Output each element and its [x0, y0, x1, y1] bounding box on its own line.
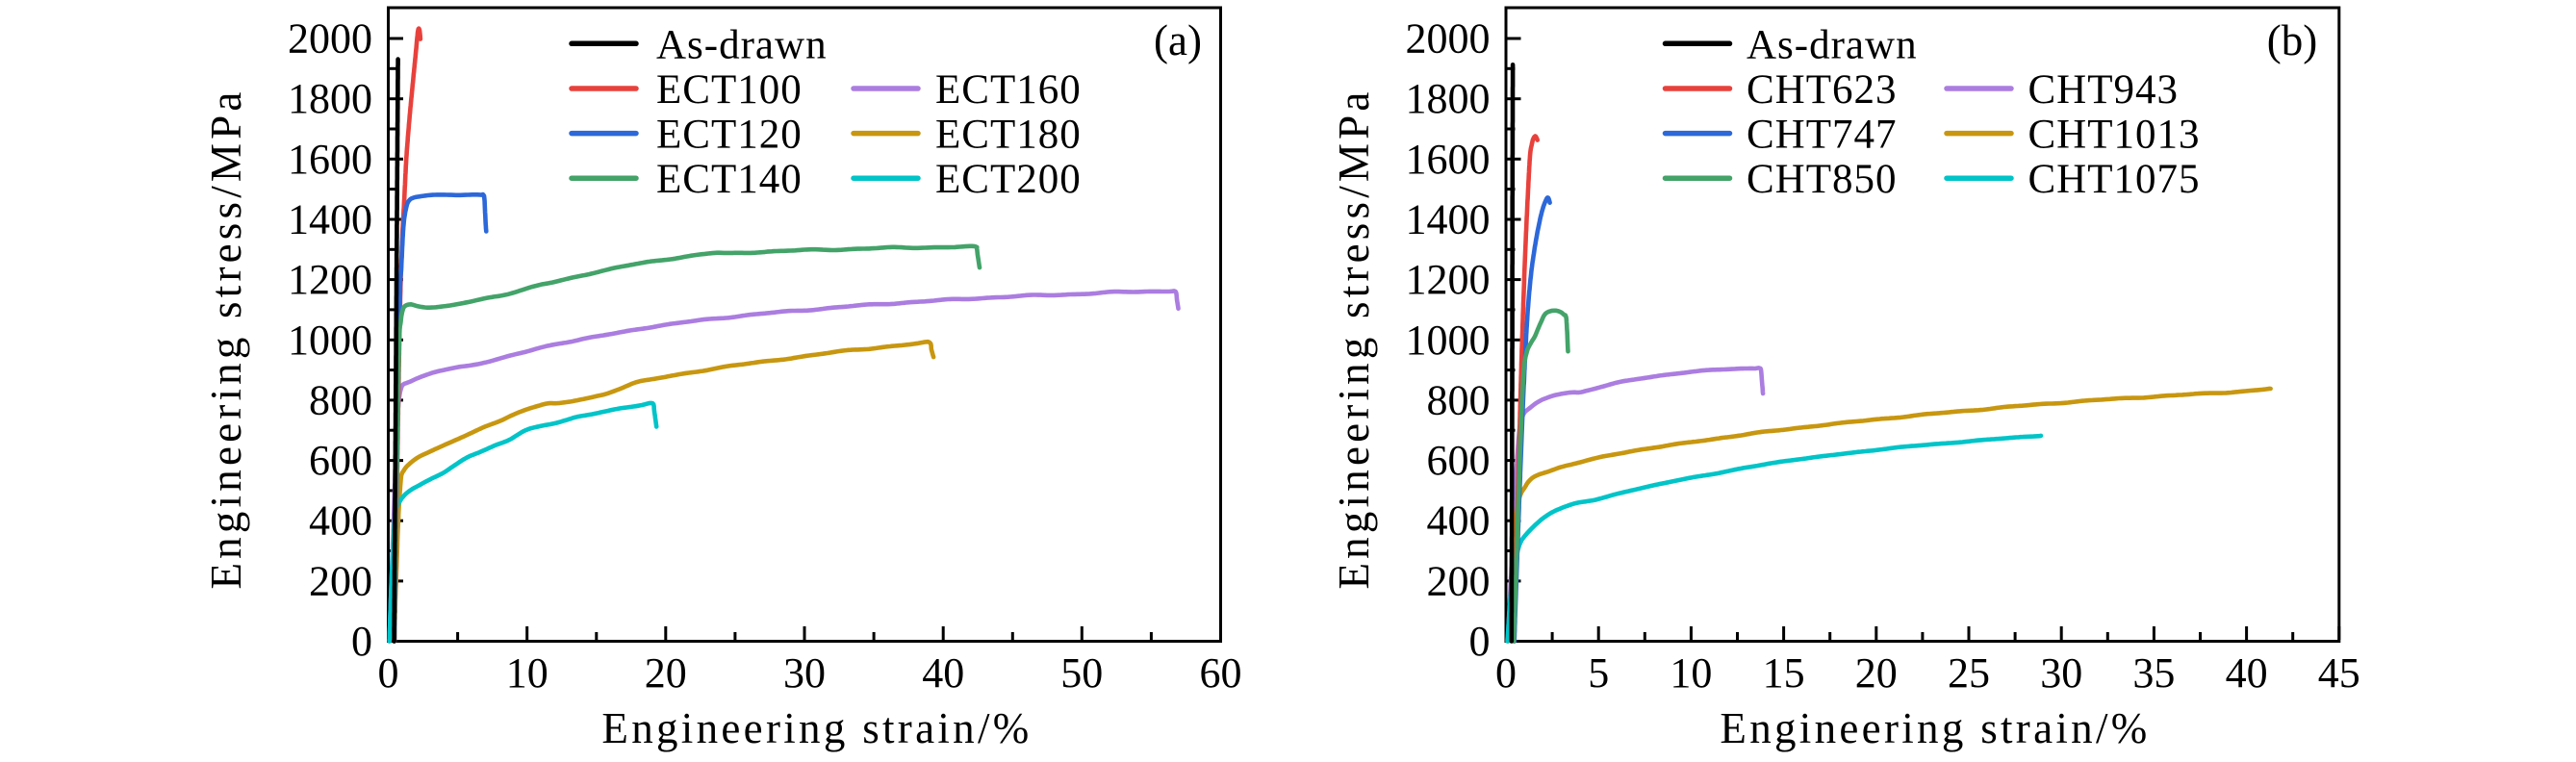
- svg-text:10: 10: [1670, 649, 1712, 697]
- svg-text:25: 25: [1948, 649, 1990, 697]
- svg-text:As-drawn: As-drawn: [656, 22, 828, 67]
- svg-text:30: 30: [783, 649, 826, 697]
- svg-text:ECT200: ECT200: [935, 157, 1082, 202]
- svg-text:CHT1075: CHT1075: [2028, 157, 2201, 202]
- svg-text:Engineering stress/MPa: Engineering stress/MPa: [202, 88, 250, 589]
- svg-text:15: 15: [1763, 649, 1805, 697]
- svg-text:1600: 1600: [288, 136, 372, 183]
- svg-text:400: 400: [1427, 497, 1491, 545]
- svg-text:Engineering strain/%: Engineering strain/%: [1720, 704, 2150, 752]
- svg-text:2000: 2000: [1406, 15, 1491, 63]
- svg-text:CHT747: CHT747: [1747, 113, 1898, 158]
- svg-text:ECT160: ECT160: [935, 67, 1082, 113]
- svg-text:45: 45: [2318, 649, 2360, 697]
- svg-text:5: 5: [1588, 649, 1609, 697]
- svg-text:800: 800: [309, 376, 372, 423]
- svg-text:ECT140: ECT140: [656, 157, 803, 202]
- svg-text:10: 10: [506, 649, 548, 697]
- svg-text:1400: 1400: [1406, 196, 1491, 243]
- svg-text:ECT100: ECT100: [656, 67, 803, 113]
- svg-text:(b): (b): [2267, 16, 2317, 64]
- svg-text:ECT180: ECT180: [935, 113, 1082, 158]
- svg-text:1000: 1000: [288, 317, 372, 364]
- svg-text:CHT850: CHT850: [1747, 157, 1898, 202]
- svg-text:1200: 1200: [288, 256, 372, 303]
- svg-text:600: 600: [309, 437, 372, 484]
- svg-text:ECT120: ECT120: [656, 113, 803, 158]
- svg-text:1800: 1800: [1406, 75, 1491, 122]
- svg-text:60: 60: [1200, 649, 1242, 697]
- svg-text:40: 40: [2226, 649, 2268, 697]
- svg-text:1200: 1200: [1406, 256, 1491, 303]
- svg-text:(a): (a): [1154, 16, 1202, 64]
- svg-text:As-drawn: As-drawn: [1747, 22, 1918, 67]
- svg-text:20: 20: [1855, 649, 1898, 697]
- svg-text:800: 800: [1427, 376, 1491, 423]
- svg-text:600: 600: [1427, 437, 1491, 484]
- svg-text:20: 20: [645, 649, 687, 697]
- svg-text:1000: 1000: [1406, 317, 1491, 364]
- svg-text:Engineering stress/MPa: Engineering stress/MPa: [1330, 88, 1378, 589]
- svg-text:CHT943: CHT943: [2028, 67, 2180, 113]
- svg-text:1600: 1600: [1406, 136, 1491, 183]
- svg-text:35: 35: [2132, 649, 2175, 697]
- svg-text:30: 30: [2040, 649, 2082, 697]
- svg-text:0: 0: [1469, 618, 1491, 665]
- svg-text:0: 0: [1495, 649, 1517, 697]
- svg-text:1800: 1800: [288, 75, 372, 122]
- svg-text:400: 400: [309, 497, 372, 545]
- svg-text:200: 200: [1427, 557, 1491, 604]
- svg-text:200: 200: [309, 557, 372, 604]
- svg-text:CHT1013: CHT1013: [2028, 113, 2201, 158]
- svg-text:40: 40: [922, 649, 964, 697]
- svg-text:1400: 1400: [288, 196, 372, 243]
- svg-text:0: 0: [378, 649, 399, 697]
- svg-text:Engineering strain/%: Engineering strain/%: [601, 704, 1032, 752]
- svg-text:0: 0: [351, 618, 372, 665]
- svg-text:2000: 2000: [288, 15, 372, 63]
- svg-text:CHT623: CHT623: [1747, 67, 1898, 113]
- svg-text:50: 50: [1060, 649, 1103, 697]
